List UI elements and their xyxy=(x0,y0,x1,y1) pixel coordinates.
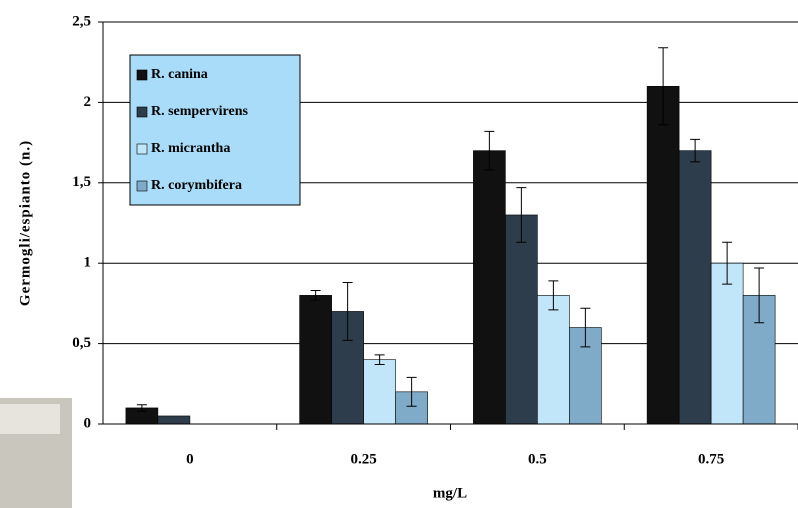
x-tick-label: 0.75 xyxy=(698,451,724,467)
bar xyxy=(395,391,428,425)
legend-swatch xyxy=(136,106,148,118)
error-bar xyxy=(580,307,591,348)
bar xyxy=(157,415,191,425)
legend-label: R. canina xyxy=(151,67,208,82)
error-bar xyxy=(484,130,495,171)
bar xyxy=(505,214,538,425)
y-tick-label: 2 xyxy=(84,94,92,110)
error-bar xyxy=(548,280,559,311)
y-tick-label: 0,5 xyxy=(72,335,91,351)
error-bar xyxy=(658,47,669,126)
legend-swatch xyxy=(136,143,148,155)
legend-box xyxy=(129,54,301,206)
legend-swatch xyxy=(136,180,148,192)
error-bar xyxy=(342,281,353,341)
legend-label: R. sempervirens xyxy=(151,104,248,119)
x-tick-label: 0.5 xyxy=(528,451,547,467)
bar xyxy=(710,262,744,425)
photo-highlight xyxy=(0,404,60,434)
bar xyxy=(473,150,506,425)
bar xyxy=(363,359,396,425)
error-bar xyxy=(690,138,701,163)
error-bar xyxy=(374,354,385,366)
y-tick-label: 1,5 xyxy=(72,174,91,190)
bar xyxy=(299,295,332,425)
error-bar xyxy=(406,376,417,407)
legend-swatch xyxy=(136,69,148,81)
error-bar xyxy=(516,187,527,243)
y-tick-label: 0 xyxy=(84,415,92,431)
error-bar xyxy=(136,404,147,412)
bar xyxy=(537,295,570,425)
x-tick-label: 0 xyxy=(186,451,194,467)
legend-label: R. corymbifera xyxy=(151,178,242,193)
bar xyxy=(678,150,712,425)
y-tick-label: 1 xyxy=(84,255,92,271)
x-tick-label: 0.25 xyxy=(351,451,377,467)
x-axis-title: mg/L xyxy=(433,485,467,501)
y-tick-label: 2,5 xyxy=(72,13,91,29)
y-axis-title: Germogli/espianto (n.) xyxy=(17,140,33,306)
error-bar xyxy=(754,267,765,324)
error-bar xyxy=(310,290,321,301)
error-bar xyxy=(722,241,733,285)
bar xyxy=(646,86,680,425)
legend-label: R. micrantha xyxy=(151,141,230,156)
